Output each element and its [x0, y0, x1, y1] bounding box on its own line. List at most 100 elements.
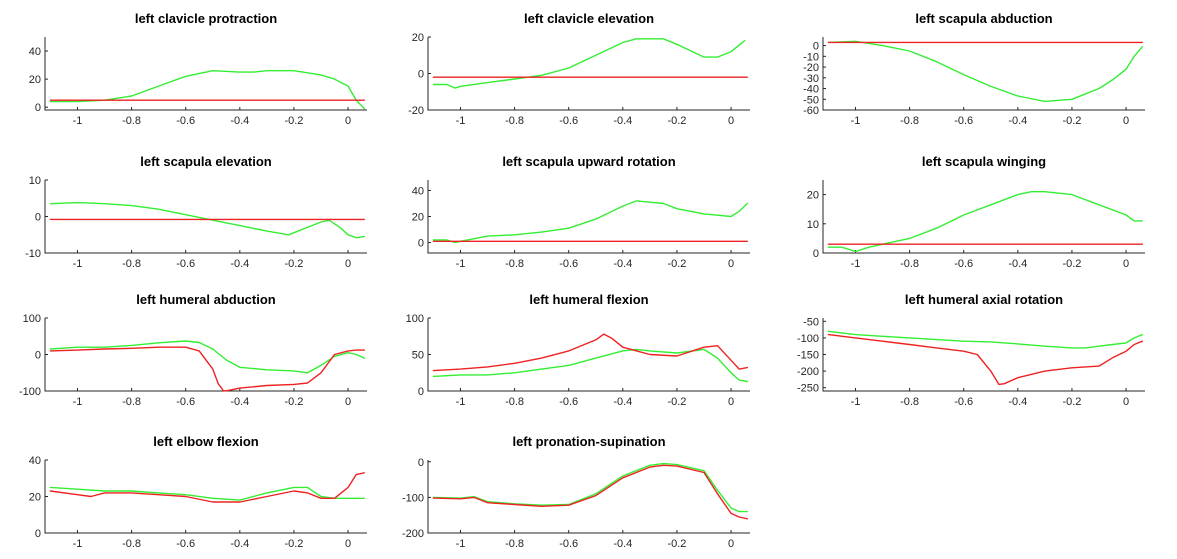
- x-tick-label: -0.2: [1062, 258, 1081, 270]
- subplot-9: left elbow flexion -1 -0.8 -0.6 -0.4 -0.2 0 0 20…: [29, 434, 367, 550]
- subplot-title: left clavicle elevation: [524, 11, 654, 26]
- y-tick-label: 0: [35, 350, 41, 362]
- x-tick-label: -0.4: [1008, 258, 1027, 270]
- subplot-title: left scapula elevation: [140, 154, 272, 169]
- subplot-2: left scapula abduction -1 -0.8 -0.6 -0.4 -0.2…: [803, 11, 1145, 127]
- red-series-line: [49, 346, 365, 392]
- x-tick-label: -1: [456, 538, 466, 550]
- x-tick-label: -1: [73, 538, 83, 550]
- axes-frame: [427, 180, 750, 254]
- x-tick-label: 0: [728, 396, 734, 408]
- y-tick-label: 0: [35, 102, 41, 114]
- x-tick-label: -0.2: [284, 396, 303, 408]
- x-tick-label: -0.8: [122, 258, 141, 270]
- y-tick-label: 40: [412, 185, 424, 197]
- x-tick-label: 0: [1123, 258, 1129, 270]
- subplot-title: left scapula upward rotation: [502, 154, 675, 169]
- x-tick-label: -0.8: [505, 258, 524, 270]
- y-tick-label: 40: [29, 455, 41, 467]
- x-tick-label: -0.4: [613, 258, 632, 270]
- x-tick-label: -1: [73, 115, 83, 127]
- y-tick-label: -100: [797, 333, 819, 345]
- x-tick-label: -0.6: [954, 258, 973, 270]
- x-tick-label: -0.2: [667, 396, 686, 408]
- x-tick-label: -0.8: [122, 538, 141, 550]
- x-tick-label: -1: [851, 396, 861, 408]
- x-tick-label: -0.8: [505, 538, 524, 550]
- subplot-title: left humeral axial rotation: [905, 292, 1063, 307]
- green-series-line: [432, 462, 748, 513]
- x-tick-label: -0.6: [559, 258, 578, 270]
- green-series-line: [432, 38, 746, 89]
- x-tick-label: -0.8: [505, 115, 524, 127]
- x-tick-label: -0.2: [284, 258, 303, 270]
- y-tick-label: 0: [813, 248, 819, 260]
- y-tick-label: -20: [408, 105, 424, 117]
- subplot-title: left scapula winging: [922, 154, 1046, 169]
- red-series-line: [49, 472, 365, 503]
- x-tick-label: -0.4: [230, 115, 249, 127]
- axes-frame: [44, 318, 367, 392]
- x-tick-label: -0.2: [284, 538, 303, 550]
- x-tick-label: 0: [1123, 115, 1129, 127]
- x-tick-label: -0.6: [954, 396, 973, 408]
- red-series-line: [432, 464, 748, 520]
- y-tick-label: 20: [29, 492, 41, 504]
- x-tick-label: -0.8: [900, 396, 919, 408]
- y-tick-label: 0: [418, 386, 424, 398]
- x-tick-label: -1: [73, 258, 83, 270]
- y-tick-label: -200: [797, 366, 819, 378]
- x-tick-label: -0.6: [559, 396, 578, 408]
- y-tick-label: 20: [412, 212, 424, 224]
- red-series-line: [827, 333, 1144, 386]
- axes-frame: [44, 180, 367, 254]
- y-tick-label: -100: [402, 492, 424, 504]
- y-tick-label: 0: [813, 41, 819, 53]
- y-tick-label: 20: [412, 32, 424, 44]
- x-tick-label: -1: [456, 258, 466, 270]
- x-tick-label: 0: [345, 538, 351, 550]
- x-tick-label: 0: [728, 115, 734, 127]
- x-tick-label: -0.6: [176, 396, 195, 408]
- x-tick-label: -0.4: [1008, 396, 1027, 408]
- subplot-10: left pronation-supination -1 -0.8 -0.6 -0.4 -…: [402, 434, 750, 550]
- axes-frame: [44, 37, 367, 111]
- axes-frame: [822, 180, 1145, 254]
- x-tick-label: -0.8: [122, 396, 141, 408]
- subplot-3: left scapula elevation -1 -0.8 -0.6 -0.4 -0.2…: [25, 154, 367, 270]
- y-tick-label: 0: [418, 457, 424, 469]
- axes-frame: [427, 318, 750, 392]
- x-tick-label: -0.4: [1008, 115, 1027, 127]
- x-tick-label: -1: [456, 115, 466, 127]
- x-tick-label: -1: [73, 396, 83, 408]
- x-tick-label: -0.8: [900, 258, 919, 270]
- x-tick-label: -0.6: [176, 538, 195, 550]
- subplot-8: left humeral axial rotation -1 -0.8 -0.6 -0.…: [797, 292, 1145, 408]
- y-tick-label: -50: [803, 94, 819, 106]
- green-series-line: [827, 190, 1144, 253]
- y-tick-label: -150: [797, 350, 819, 362]
- subplot-title: left elbow flexion: [153, 434, 259, 449]
- y-tick-label: 0: [418, 238, 424, 250]
- green-series-line: [49, 201, 365, 239]
- y-tick-label: 0: [418, 69, 424, 81]
- subplot-title: left scapula abduction: [915, 11, 1052, 26]
- green-series-line: [432, 200, 748, 244]
- x-tick-label: 0: [728, 258, 734, 270]
- y-tick-label: 10: [807, 219, 819, 231]
- y-tick-label: 20: [807, 190, 819, 202]
- x-tick-label: -0.6: [559, 115, 578, 127]
- green-series-line: [49, 340, 365, 374]
- x-tick-label: 0: [1123, 396, 1129, 408]
- y-tick-label: 100: [406, 313, 424, 325]
- green-series-line: [827, 330, 1144, 349]
- axes-frame: [822, 37, 1145, 111]
- axes-frame: [822, 318, 1145, 392]
- red-series-line: [432, 333, 748, 372]
- green-series-line: [827, 40, 1144, 103]
- x-tick-label: -0.6: [176, 115, 195, 127]
- subplot-title: left clavicle protraction: [135, 11, 277, 26]
- y-tick-label: 50: [412, 350, 424, 362]
- x-tick-label: -0.4: [230, 258, 249, 270]
